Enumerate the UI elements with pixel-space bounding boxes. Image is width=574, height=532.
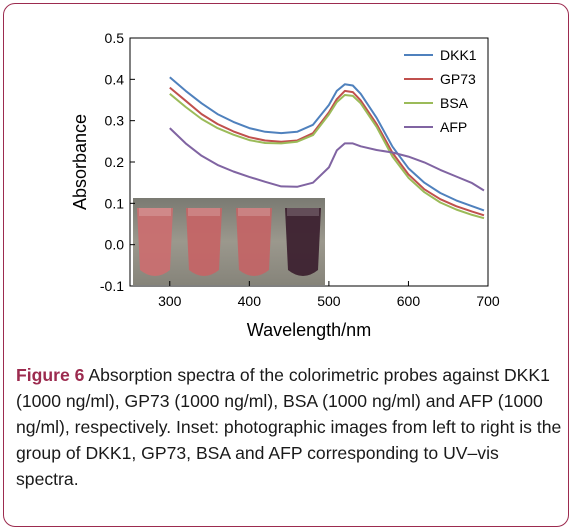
y-tick-label: 0.4: [105, 71, 125, 87]
legend-label: BSA: [440, 95, 469, 111]
y-tick-label: 0.3: [105, 113, 125, 129]
y-axis-label: Absorbance: [70, 114, 90, 210]
y-tick-label: 0.5: [105, 30, 125, 46]
series-line-gp73: [169, 86, 485, 217]
legend-item-bsa: BSA: [404, 95, 469, 111]
inset-tube-meniscus: [287, 208, 319, 216]
x-tick-label: 300: [158, 293, 182, 309]
x-tick-label: 500: [317, 293, 341, 309]
legend-label: DKK1: [440, 47, 477, 63]
absorbance-chart: -0.1 0.0 0.1 0.2 0.3 0.4 0.5 300 400 500 600 700 Wav…: [70, 30, 500, 340]
legend-item-gp73: GP73: [404, 71, 476, 87]
y-tick-label: 0.2: [105, 154, 125, 170]
x-tick-label: 700: [476, 293, 500, 309]
inset-tube-meniscus: [139, 208, 171, 216]
inset-tube: [186, 208, 222, 276]
y-tick-label: 0.0: [105, 237, 125, 253]
series-line-dkk1: [169, 76, 485, 212]
legend-label: AFP: [440, 119, 467, 135]
y-tick-label: -0.1: [100, 278, 124, 294]
inset-photo: [133, 198, 325, 285]
y-tick-label: 0.1: [105, 195, 125, 211]
inset-tube-meniscus: [238, 208, 270, 216]
figure-caption: Figure 6 Absorption spectra of the color…: [16, 362, 564, 492]
caption-label: Figure 6: [16, 365, 85, 385]
x-tick-label: 600: [397, 293, 421, 309]
legend-item-afp: AFP: [404, 119, 467, 135]
x-tick-label: 400: [238, 293, 262, 309]
inset-tube-meniscus: [188, 208, 220, 216]
caption-text: Absorption spectra of the colorimetric p…: [16, 365, 562, 489]
x-axis-label: Wavelength/nm: [247, 320, 371, 340]
inset-tube: [137, 208, 173, 276]
inset-tube: [236, 208, 272, 276]
series-line-afp: [169, 127, 485, 192]
legend-item-dkk1: DKK1: [404, 47, 477, 63]
legend-label: GP73: [440, 71, 476, 87]
inset-tube: [285, 208, 321, 276]
series-line-bsa: [169, 93, 485, 220]
